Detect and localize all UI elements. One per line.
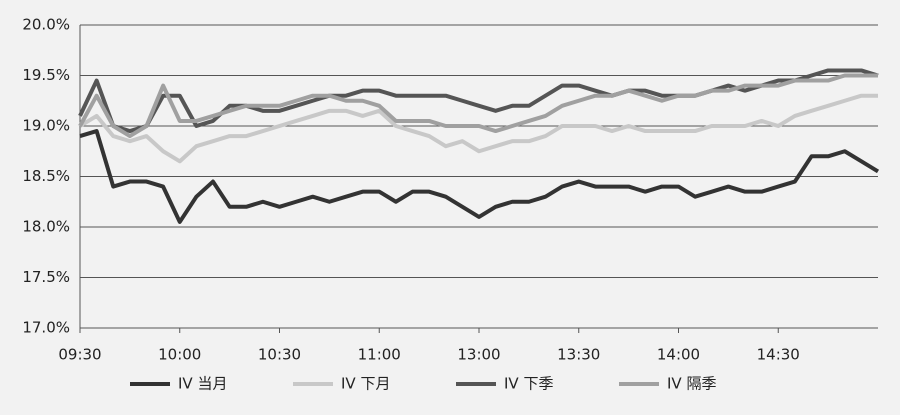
legend-label: IV 下月 bbox=[341, 375, 390, 393]
series-line bbox=[78, 73, 878, 139]
y-tick-label: 19.5% bbox=[22, 66, 70, 84]
y-tick-label: 17.0% bbox=[22, 319, 70, 337]
y-tick-label: 19.0% bbox=[22, 117, 70, 135]
x-tick-label: 14:30 bbox=[757, 346, 800, 364]
legend-label: IV 下季 bbox=[504, 375, 553, 393]
legend-label: IV 当月 bbox=[178, 375, 227, 393]
series-line bbox=[79, 129, 880, 224]
y-tick-label: 17.5% bbox=[22, 268, 70, 286]
y-tick-label: 20.0% bbox=[22, 16, 70, 34]
x-tick-label: 11:00 bbox=[358, 346, 401, 364]
series-line bbox=[78, 68, 879, 134]
x-tick-label: 10:30 bbox=[258, 346, 301, 364]
x-tick-label: 13:30 bbox=[557, 346, 600, 364]
x-tick-label: 13:00 bbox=[457, 346, 500, 364]
y-tick-label: 18.0% bbox=[22, 218, 70, 236]
x-tick-label: 10:00 bbox=[158, 346, 201, 364]
series-line bbox=[78, 93, 878, 164]
x-tick-label: 14:00 bbox=[657, 346, 700, 364]
y-tick-label: 18.5% bbox=[22, 167, 70, 185]
legend-label: IV 隔季 bbox=[667, 375, 716, 393]
x-tick-label: 09:30 bbox=[58, 346, 101, 364]
